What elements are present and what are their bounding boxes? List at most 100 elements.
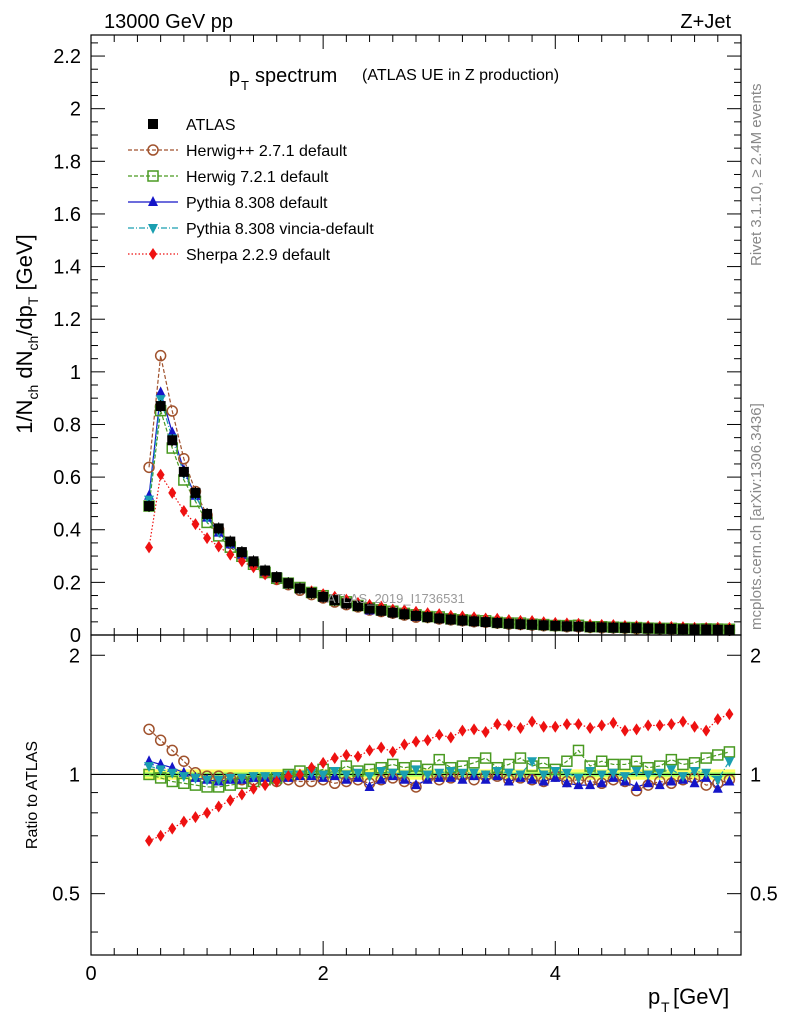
ratio-series-point <box>154 734 167 747</box>
ratio-series-point <box>503 775 514 786</box>
data-point <box>225 536 236 547</box>
ratio-series-point <box>665 753 678 766</box>
ratio-series-point <box>667 718 676 731</box>
ratio-series-point <box>411 779 421 790</box>
title-note: (ATLAS UE in Z production) <box>362 67 559 84</box>
y-tick-label: 2.2 <box>53 46 81 68</box>
ratio-series-point <box>318 770 329 781</box>
ratio-series-point <box>353 750 362 763</box>
ratio-series-point <box>470 723 479 736</box>
ratio-series-point <box>295 768 304 781</box>
ratio-series-point <box>712 775 723 786</box>
data-point <box>387 607 398 618</box>
ratio-series-point <box>561 768 572 779</box>
series-point <box>191 518 200 531</box>
ratio-series-point <box>341 770 352 781</box>
ratio-plot-frame <box>90 634 742 956</box>
series-point <box>237 555 246 568</box>
ratio-series-point <box>261 779 270 792</box>
ratio-series-point <box>457 768 468 779</box>
ratio-series-point <box>203 806 212 819</box>
legend-marker <box>148 119 158 129</box>
series-point <box>166 405 178 417</box>
data-point <box>434 613 445 624</box>
data-point <box>236 547 247 558</box>
ratio-series-point <box>376 767 387 778</box>
data-point <box>329 595 340 606</box>
ratio-series-point <box>214 800 223 813</box>
axes-layer: 0 2 400.20.40.60.811.21.41.61.822.20.5 0.51… <box>52 34 778 985</box>
ratio-series-point <box>376 773 387 784</box>
ratio-series-point <box>561 777 572 788</box>
data-point <box>411 610 421 621</box>
ratio-series-point <box>155 765 166 776</box>
series-point <box>167 426 178 437</box>
ratio-series-point <box>573 779 584 790</box>
ratio-series-point <box>237 788 246 801</box>
data-point <box>492 617 503 628</box>
legend-label: Pythia 8.308 vincia-default <box>186 221 374 238</box>
y-tick-label: 0.4 <box>53 520 81 542</box>
analysis-watermark: ATLAS_2019_I1736531 <box>327 591 465 606</box>
ratio-series-point <box>492 767 503 778</box>
ratio-series-point <box>631 780 642 791</box>
ratio-series-point <box>433 753 445 766</box>
ratio-series-point <box>480 770 491 781</box>
ratio-series-point <box>504 719 513 732</box>
ratio-series-point <box>528 715 537 728</box>
x-label-tail: [GeV] <box>673 984 729 1009</box>
ratio-series-point <box>178 755 190 767</box>
legend-label: Herwig 7.2.1 default <box>186 169 329 186</box>
ratio-series-point <box>503 768 514 779</box>
ratio-series-point <box>399 770 410 781</box>
ratio-series-point <box>723 746 736 758</box>
ratio-series-point <box>412 735 420 748</box>
ratio-series-point <box>365 744 374 757</box>
ratio-series-point <box>377 741 386 754</box>
ratio-series-point <box>191 811 200 824</box>
ratio-y-tick-label: 1 <box>69 764 80 786</box>
data-point <box>445 614 456 625</box>
legend-marker <box>147 170 159 182</box>
x-tick-label: 4 <box>550 963 561 985</box>
y-tick-label: 1.2 <box>53 309 81 331</box>
data-point <box>701 624 712 635</box>
ratio-series-point <box>586 722 595 735</box>
ratio-series-point <box>468 757 480 769</box>
ratio-series-point <box>143 723 155 736</box>
ratio-y-tick-label: 0.5 <box>52 884 80 906</box>
ratio-series-point <box>306 768 317 779</box>
ratio-series-point <box>666 765 677 776</box>
ratio-series-point <box>190 773 201 784</box>
title-tail: spectrum <box>255 65 337 87</box>
ratio-series-point <box>550 767 561 778</box>
ratio-series-point <box>630 755 643 767</box>
data-point <box>155 401 166 412</box>
ratio-series-point <box>481 726 490 739</box>
ratio-series-point <box>479 752 492 764</box>
data-point <box>248 556 259 567</box>
mcplots-label: mcplots.cern.ch [arXiv:1306.3436] <box>748 403 765 630</box>
legend-label: ATLAS <box>186 117 236 134</box>
data-point <box>469 616 480 627</box>
ratio-series-point <box>551 720 560 733</box>
data-point <box>457 615 468 626</box>
data-point <box>503 618 514 629</box>
ratio-series-point <box>597 719 606 732</box>
ratio-series-point <box>236 773 247 784</box>
ratio-series-point <box>145 834 154 847</box>
data-point <box>585 622 596 633</box>
ratio-series-point <box>654 768 665 779</box>
ratio-series-point <box>725 708 734 721</box>
ratio-series-point <box>387 768 398 779</box>
y-tick-label: 0.2 <box>53 572 81 594</box>
data-point <box>608 622 619 633</box>
ratio-series-point <box>538 770 549 781</box>
ratio-y-tick-label-right: 0.5 <box>750 884 778 906</box>
ratio-series-point <box>168 822 177 835</box>
data-point <box>724 625 735 635</box>
ratio-series-point <box>446 731 455 744</box>
ratio-series-point <box>493 718 502 731</box>
data-point <box>677 624 688 635</box>
